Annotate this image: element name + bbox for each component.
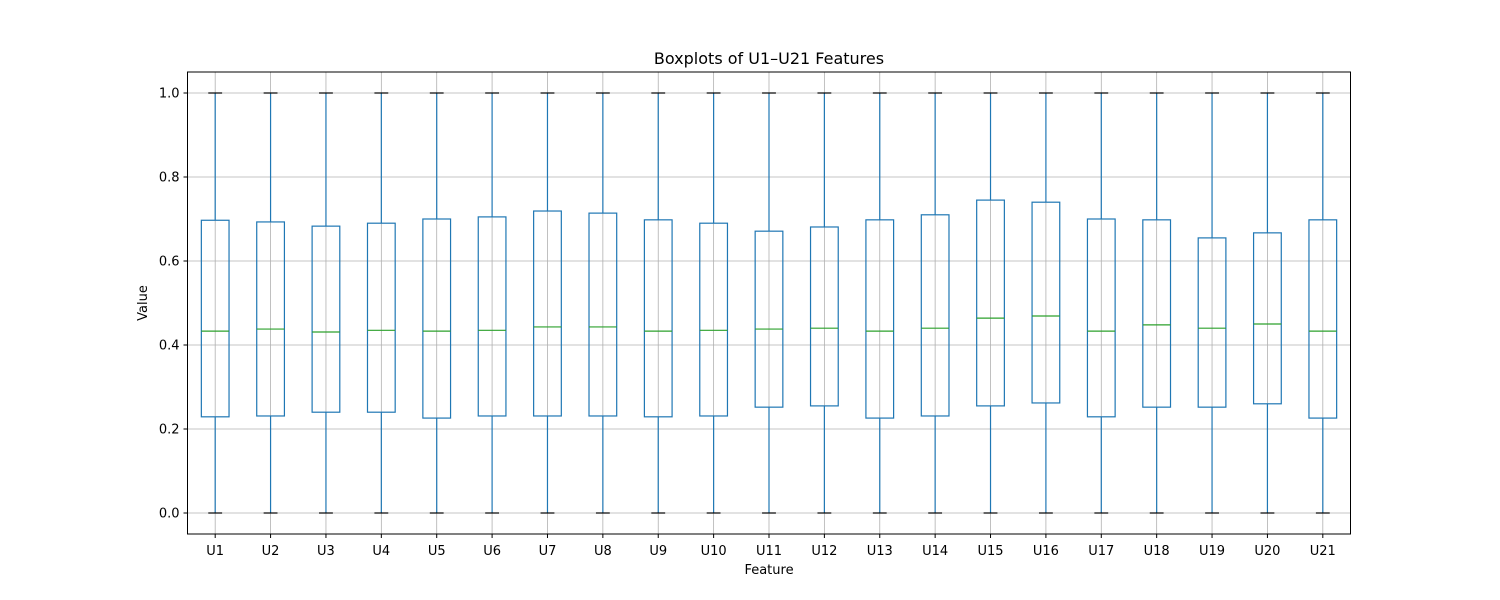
iqr-box	[920, 214, 950, 417]
box-u16	[1031, 92, 1061, 514]
iqr-box	[366, 222, 396, 413]
y-axis-label: Value	[136, 285, 151, 321]
x-tick-label-u11: U11	[756, 544, 782, 559]
iqr-box	[809, 226, 839, 407]
iqr-box	[200, 219, 230, 418]
iqr-box	[1197, 237, 1227, 408]
box-u19	[1197, 92, 1227, 514]
box-u6	[477, 92, 507, 514]
box-u9	[643, 92, 673, 514]
box-u3	[311, 92, 341, 514]
x-tick-label-u16: U16	[1033, 544, 1059, 559]
boxes	[200, 92, 1338, 514]
y-tick-label: 0.0	[159, 507, 180, 522]
iqr-box	[588, 212, 618, 417]
iqr-box	[1031, 201, 1061, 404]
box-u7	[533, 92, 562, 514]
box-u20	[1252, 92, 1282, 514]
iqr-box	[533, 210, 562, 417]
box-u10	[699, 92, 729, 514]
y-tick-label: 0.2	[159, 423, 180, 438]
y-tick-label: 0.6	[159, 255, 180, 270]
box-u4	[366, 92, 396, 514]
iqr-box	[311, 225, 341, 413]
box-u17	[1086, 92, 1116, 514]
x-tick-label-u2: U2	[262, 544, 280, 559]
ticks: 0.0 0.2 0.4 0.6 0.8 1.0 U1 U2 U3 U4 U5 U6 U7 U8 U9 U10 U…	[159, 87, 1336, 560]
box-u18	[1142, 92, 1172, 514]
iqr-box	[976, 199, 1005, 407]
iqr-box	[1142, 219, 1172, 408]
x-tick-label-u21: U21	[1310, 544, 1336, 559]
iqr-box	[256, 221, 286, 417]
x-tick-label-u20: U20	[1254, 544, 1280, 559]
x-axis-label: Feature	[744, 563, 793, 578]
iqr-box	[1252, 232, 1282, 405]
x-tick-label-u19: U19	[1199, 544, 1225, 559]
iqr-box	[1086, 218, 1116, 418]
x-tick-label-u6: U6	[483, 544, 501, 559]
box-u1	[200, 92, 230, 514]
box-u8	[588, 92, 618, 514]
box-u11	[754, 92, 784, 514]
x-tick-label-u9: U9	[649, 544, 667, 559]
x-tick-label-u12: U12	[811, 544, 837, 559]
box-u15	[976, 92, 1005, 514]
x-tick-label-u15: U15	[977, 544, 1003, 559]
x-tick-label-u4: U4	[372, 544, 390, 559]
x-tick-label-u14: U14	[922, 544, 948, 559]
iqr-box	[477, 216, 507, 417]
box-u14	[920, 92, 950, 514]
x-tick-label-u10: U10	[701, 544, 727, 559]
iqr-box	[643, 219, 673, 418]
chart-title: Boxplots of U1–U21 Features	[654, 49, 884, 68]
box-u12	[809, 92, 839, 514]
box-u5	[422, 92, 452, 514]
y-tick-label: 0.8	[159, 171, 180, 186]
y-tick-label: 0.4	[159, 339, 180, 354]
box-u21	[1308, 92, 1338, 514]
box-u13	[865, 92, 895, 514]
x-tick-label-u1: U1	[206, 544, 224, 559]
iqr-box	[699, 222, 729, 417]
iqr-box	[865, 219, 895, 419]
x-tick-label-u17: U17	[1088, 544, 1114, 559]
x-tick-label-u5: U5	[428, 544, 446, 559]
iqr-box	[422, 218, 452, 419]
x-tick-label-u3: U3	[317, 544, 335, 559]
x-tick-label-u13: U13	[867, 544, 893, 559]
x-tick-label-u8: U8	[594, 544, 612, 559]
x-tick-label-u18: U18	[1144, 544, 1170, 559]
iqr-box	[754, 230, 784, 408]
y-tick-label: 1.0	[159, 87, 180, 102]
box-u2	[256, 92, 286, 514]
iqr-box	[1308, 219, 1338, 419]
x-tick-label-u7: U7	[539, 544, 557, 559]
